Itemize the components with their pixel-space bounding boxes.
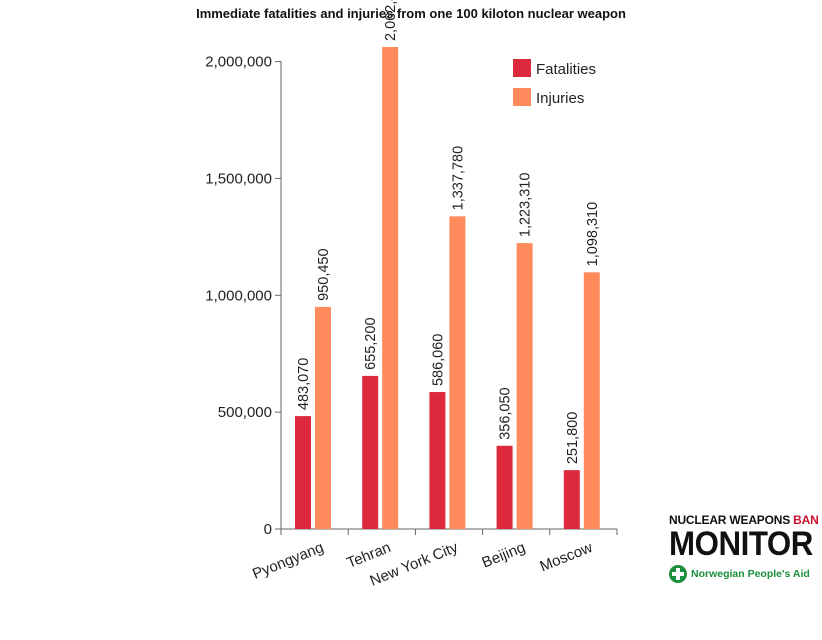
fatalities-bar <box>563 470 580 529</box>
fatalities-bar <box>496 445 513 529</box>
data-label: 251,800 <box>565 412 581 464</box>
data-label: 356,050 <box>498 387 514 439</box>
npa-cross-icon <box>669 565 687 583</box>
data-label: 1,337,780 <box>450 146 466 211</box>
fatalities-bar <box>429 392 446 529</box>
npa-org-name: Norwegian People's Aid <box>691 568 810 580</box>
data-label: 2,062,450 <box>383 0 399 41</box>
x-category-label: Beijing <box>480 539 528 572</box>
data-label: 1,098,310 <box>585 202 601 267</box>
legend-swatch <box>513 88 531 106</box>
npa-logo: Norwegian People's Aid <box>669 565 810 583</box>
logo-line1: NUCLEAR WEAPONS BAN <box>669 513 819 527</box>
fatalities-bar <box>362 375 379 529</box>
logo-line1-accent: BAN <box>793 513 819 527</box>
nuclear-weapons-ban-monitor-logo: NUCLEAR WEAPONS BAN MONITOR Norwegian Pe… <box>669 513 819 583</box>
data-label: 1,223,310 <box>518 173 534 238</box>
y-tick-label: 1,000,000 <box>205 287 272 304</box>
injuries-bar <box>449 216 466 529</box>
data-label: 586,060 <box>430 334 446 386</box>
logo-line1-main: NUCLEAR WEAPONS <box>669 513 794 527</box>
legend-swatch <box>513 59 531 77</box>
data-label: 950,450 <box>316 248 332 300</box>
y-tick-label: 1,500,000 <box>205 170 272 187</box>
data-label: 483,070 <box>296 358 312 410</box>
data-label: 655,200 <box>363 317 379 369</box>
y-tick-label: 2,000,000 <box>205 54 272 71</box>
legend-label: Fatalities <box>536 61 596 78</box>
injuries-bar <box>516 243 533 529</box>
fatalities-bar <box>295 416 311 529</box>
y-tick-label: 500,000 <box>218 404 272 421</box>
y-tick-label: 0 <box>264 521 272 538</box>
injuries-bar <box>583 272 600 529</box>
x-category-label: Pyongyang <box>250 539 326 583</box>
injuries-bar <box>315 306 331 529</box>
logo-monitor-text: MONITOR <box>669 525 813 563</box>
x-category-label: Moscow <box>538 539 596 575</box>
injuries-bar <box>382 47 399 529</box>
legend-label: Injuries <box>536 90 584 107</box>
chart-title: Immediate fatalities and injuries from o… <box>196 6 626 21</box>
